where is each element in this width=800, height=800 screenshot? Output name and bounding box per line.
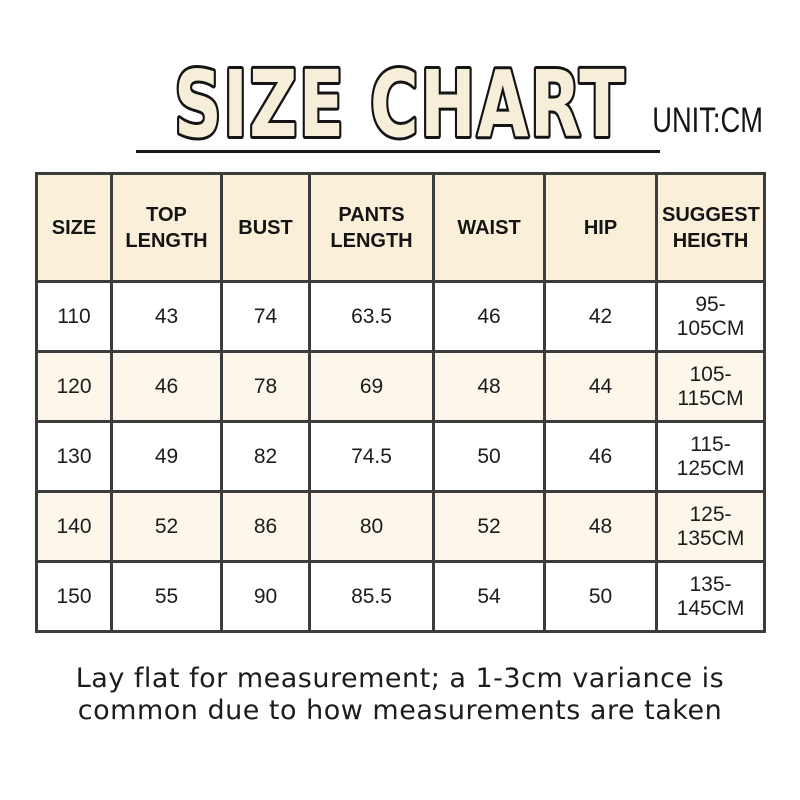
table-row-140: 140 52 86 80 52 48 125-135CM (35, 490, 766, 563)
column-header-bust: BUST (220, 172, 311, 283)
cell-suggest-height: 105-115CM (655, 350, 766, 423)
cell-pants-length: 85.5 (308, 560, 435, 633)
header-row: SIZE TOP LENGTH BUST PANTS LENGTH WAIST … (35, 172, 766, 283)
size-chart-title: SIZE CHART (171, 48, 627, 156)
cell-size: 140 (35, 490, 113, 563)
cell-pants-length: 69 (308, 350, 435, 423)
cell-size: 120 (35, 350, 113, 423)
cell-top-length: 49 (110, 420, 223, 493)
column-header-top-length: TOP LENGTH (110, 172, 223, 283)
cell-size: 150 (35, 560, 113, 633)
cell-size: 130 (35, 420, 113, 493)
cell-pants-length: 80 (308, 490, 435, 563)
cell-suggest-height: 115-125CM (655, 420, 766, 493)
column-header-suggest-heigth: SUGGEST HEIGTH (655, 172, 766, 283)
measurement-note-line1: Lay flat for measurement; a 1-3cm varian… (75, 663, 725, 694)
cell-size: 110 (35, 280, 113, 353)
cell-bust: 86 (220, 490, 311, 563)
cell-pants-length: 74.5 (308, 420, 435, 493)
column-header-waist: WAIST (432, 172, 546, 283)
cell-pants-length: 63.5 (308, 280, 435, 353)
cell-bust: 90 (220, 560, 311, 633)
cell-suggest-height: 125-135CM (655, 490, 766, 563)
cell-bust: 74 (220, 280, 311, 353)
cell-hip: 48 (543, 490, 658, 563)
column-header-hip: HIP (543, 172, 658, 283)
table-row-130: 130 49 82 74.5 50 46 115-125CM (35, 420, 766, 493)
cell-bust: 82 (220, 420, 311, 493)
cell-top-length: 46 (110, 350, 223, 423)
page-title: SIZE CHART (174, 51, 626, 156)
column-header-pants-length: PANTS LENGTH (308, 172, 435, 283)
cell-waist: 50 (432, 420, 546, 493)
column-header-size: SIZE (35, 172, 113, 283)
cell-top-length: 43 (110, 280, 223, 353)
cell-hip: 42 (543, 280, 658, 353)
title-underline (136, 150, 660, 153)
cell-hip: 46 (543, 420, 658, 493)
cell-hip: 44 (543, 350, 658, 423)
table-row-150: 150 55 90 85.5 54 50 135-145CM (35, 560, 766, 633)
cell-top-length: 52 (110, 490, 223, 563)
size-table: SIZE TOP LENGTH BUST PANTS LENGTH WAIST … (35, 172, 766, 633)
cell-waist: 52 (432, 490, 546, 563)
measurement-note-line2: common due to how measurements are taken (77, 695, 723, 726)
cell-suggest-height: 95-105CM (655, 280, 766, 353)
cell-bust: 78 (220, 350, 311, 423)
cell-top-length: 55 (110, 560, 223, 633)
measurement-note: Lay flat for measurement; a 1-3cm varian… (0, 663, 800, 727)
table-row-110: 110 43 74 63.5 46 42 95-105CM (35, 280, 766, 353)
table-row-120: 120 46 78 69 48 44 105-115CM (35, 350, 766, 423)
cell-waist: 48 (432, 350, 546, 423)
unit-label: UNIT:CM (652, 101, 763, 140)
cell-waist: 46 (432, 280, 546, 353)
cell-waist: 54 (432, 560, 546, 633)
cell-suggest-height: 135-145CM (655, 560, 766, 633)
cell-hip: 50 (543, 560, 658, 633)
